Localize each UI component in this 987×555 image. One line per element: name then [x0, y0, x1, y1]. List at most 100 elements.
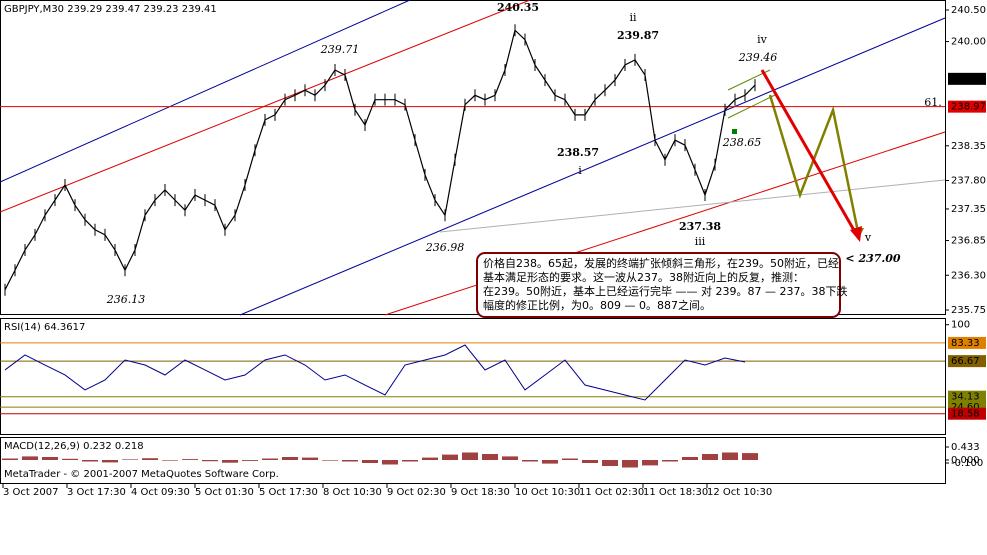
time-tick-label: 12 Oct 10:30: [707, 487, 772, 498]
macd-bar: [642, 460, 658, 466]
time-tick-label: 10 Oct 10:30: [515, 487, 580, 498]
price-tick-label: 240.50: [951, 5, 986, 16]
macd-bar: [742, 453, 758, 460]
price-badge: [948, 72, 986, 85]
level-badge-label: 24.60: [951, 402, 980, 413]
macd-bar: [662, 460, 678, 462]
arrow-head: [850, 226, 862, 242]
macd-bar: [182, 459, 198, 460]
rsi-line: [4, 344, 746, 401]
level-badge: [948, 390, 986, 403]
price-tick-label: 237.35: [951, 204, 986, 215]
wave-label: 239.71: [320, 43, 360, 56]
time-tick-label: 5 Oct 01:30: [195, 487, 254, 498]
macd-bar: [522, 460, 538, 462]
time-tick-label: 5 Oct 17:30: [259, 487, 318, 498]
time-tick-label: 3 Oct 17:30: [67, 487, 126, 498]
footer: MetaTrader - © 2001-2007 MetaQuotes Soft…: [4, 469, 279, 480]
annotation-box: [476, 252, 841, 318]
macd-tick-label: -0.100: [951, 458, 983, 469]
marker: [732, 129, 737, 134]
macd-bar: [382, 460, 398, 465]
macd-bar: [682, 457, 698, 460]
macd-tick-label: 0.000: [951, 455, 980, 466]
level-badge: [948, 336, 986, 349]
macd-bar: [102, 460, 118, 463]
macd-tick-label: 0.433: [951, 442, 980, 453]
channel-line: [0, 0, 531, 213]
rsi-panel: [0, 318, 946, 435]
price-tick-label: 237.80: [951, 176, 986, 187]
wave-label: 236.13: [106, 293, 146, 306]
wave-label: 238.57: [557, 146, 599, 159]
projection-path: [768, 94, 860, 233]
macd-bar: [722, 452, 738, 460]
wave-label: 239.46: [738, 51, 778, 64]
time-tick-label: 11 Oct 02:30: [579, 487, 644, 498]
macd-bar: [582, 460, 598, 463]
level-badge: [948, 355, 986, 368]
wave-label: 240.35: [497, 1, 539, 14]
price-badge: [948, 100, 986, 113]
macd-bar: [122, 459, 138, 460]
macd-bar: [62, 458, 78, 460]
price-tick-label: 235.75: [951, 305, 986, 316]
wave-label: 61.: [924, 96, 942, 109]
time-tick-label: 3 Oct 2007: [3, 487, 58, 498]
macd-bar: [342, 460, 358, 462]
macd-bar: [502, 456, 518, 460]
level-badge-label: 18.58: [951, 409, 980, 420]
wave-label: < 237.00: [845, 252, 900, 265]
level-badge-label: 83.33: [951, 338, 980, 349]
macd-bar: [242, 460, 258, 461]
wave-label: iii: [695, 235, 706, 248]
macd-bar: [42, 457, 58, 460]
macd-bar: [542, 460, 558, 464]
channel-line: [0, 0, 411, 183]
macd-bar: [562, 458, 578, 460]
macd-bar: [282, 457, 298, 460]
projection-arrow: [760, 69, 857, 233]
macd-bar: [82, 460, 98, 462]
time-tick-label: 4 Oct 09:30: [131, 487, 190, 498]
annotation-line: 基本满足形态的要求。这一波从237。38附近向上的反复，推测：: [483, 270, 804, 284]
wave-label: v: [864, 231, 872, 244]
macd-bar: [262, 458, 278, 460]
time-tick-label: 11 Oct 18:30: [643, 487, 708, 498]
price-tick-label: 236.30: [951, 270, 986, 281]
time-tick-label: 9 Oct 18:30: [451, 487, 510, 498]
wave-label: 237.38: [679, 220, 721, 233]
macd-bar: [202, 460, 218, 462]
macd-bar: [622, 460, 638, 468]
wave-label: 236.98: [425, 241, 465, 254]
price-panel: [0, 0, 946, 315]
wave-label: iv: [757, 33, 768, 46]
macd-bar: [442, 454, 458, 460]
macd-bar: [302, 457, 318, 460]
annotation-line: 价格自238。65起，发展的终端扩张倾斜三角形，在239。50附近，已经: [483, 256, 839, 270]
macd-bar: [362, 460, 378, 463]
price-badge-label: 238.97: [951, 102, 986, 113]
level-badge: [948, 407, 986, 420]
macd-bar: [482, 454, 498, 460]
wave-label: ii: [629, 11, 637, 24]
macd-title: MACD(12,26,9) 0.232 0.218: [4, 441, 144, 452]
wave-label: 238.65: [722, 136, 762, 149]
macd-bar: [602, 460, 618, 466]
price-badge-label: 239.41: [951, 74, 986, 85]
price-tick-label: 238.35: [951, 141, 986, 152]
trend-line: [439, 179, 946, 233]
macd-bar: [142, 458, 158, 460]
macd-bar: [322, 460, 338, 461]
annotation-line: 在239。50附近，基本上已经运行完毕 —— 对 239。87 — 237。38…: [483, 284, 847, 298]
macd-bar: [2, 458, 18, 460]
annotation-line: 幅度的修正比例，为0。809 — 0。887之间。: [483, 298, 711, 312]
rsi-tick-label: 100: [951, 320, 970, 331]
wave-label: i: [578, 164, 582, 177]
macd-bar: [702, 454, 718, 460]
time-tick-label: 8 Oct 10:30: [323, 487, 382, 498]
macd-bar: [22, 456, 38, 460]
channel-line: [239, 17, 946, 316]
level-badge-label: 66.67: [951, 356, 980, 367]
